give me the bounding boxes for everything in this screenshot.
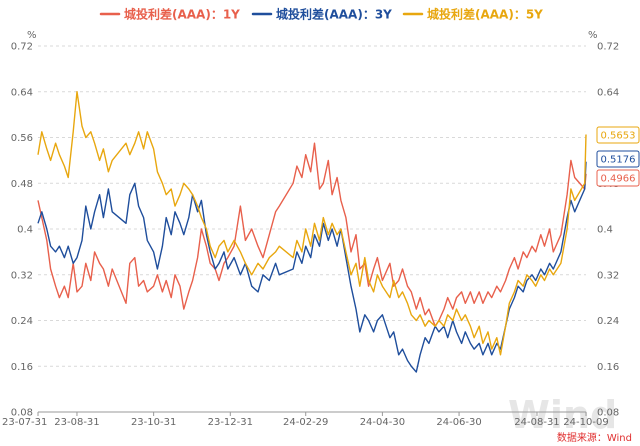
x-tick-label: 24-06-30 xyxy=(436,417,481,428)
y-tick-label-right: 0.08 xyxy=(597,408,619,419)
y-tick-label-left: 0.64 xyxy=(11,87,33,98)
legend-label-3: 城投利差(AAA)：5Y xyxy=(427,7,543,22)
series-line-2 xyxy=(37,161,587,373)
y-tick-label-left: 0.56 xyxy=(11,133,33,144)
series-line-1 xyxy=(37,142,587,327)
x-tick-label: 23-08-31 xyxy=(54,417,99,428)
y-tick-label-right: 0.24 xyxy=(597,316,619,327)
end-label-box-2 xyxy=(596,150,640,168)
end-label-text-1: 0.4966 xyxy=(601,174,636,185)
series-lines xyxy=(37,90,587,373)
x-tick-label: 23-12-31 xyxy=(208,417,253,428)
legend-label-2: 城投利差(AAA)：3Y xyxy=(276,7,392,22)
wind-watermark-text: Wind xyxy=(508,393,617,437)
y-tick-label-left: 0.32 xyxy=(11,270,33,281)
grid xyxy=(38,45,586,367)
y-tick-label-right: 0.64 xyxy=(597,87,619,98)
y-tick-label-left: 0.72 xyxy=(11,42,33,53)
legend: 城投利差(AAA)：1Y 城投利差(AAA)：3Y 城投利差(AAA)：5Y xyxy=(99,7,543,22)
end-label-text-3: 0.5653 xyxy=(601,131,636,142)
y-tick-label-left: 0.24 xyxy=(11,316,33,327)
x-tick-label: 24-04-30 xyxy=(360,417,405,428)
end-label-box-1 xyxy=(596,169,640,187)
x-tick-label: 24-08-31 xyxy=(514,417,559,428)
y-tick-label-right: 0.72 xyxy=(597,42,619,53)
right-axis-unit: % xyxy=(588,30,598,41)
end-label-box-3 xyxy=(596,126,640,144)
legend-label-1: 城投利差(AAA)：1Y xyxy=(124,7,240,22)
y-tick-label-right: 0.4 xyxy=(597,225,613,236)
y-tick-label-left: 0.4 xyxy=(17,225,33,236)
source-note: 数据来源：Wind xyxy=(557,431,632,444)
y-tick-label-right: 0.32 xyxy=(597,270,619,281)
wind-watermark: Wind xyxy=(508,393,617,437)
end-label-text-2: 0.5176 xyxy=(601,155,636,166)
end-value-labels: 0.4966 0.5176 0.5653 xyxy=(596,126,640,187)
y-tick-label-right: 0.16 xyxy=(597,362,619,373)
series-line-3 xyxy=(37,90,587,356)
y-tick-label-left: 0.48 xyxy=(11,179,33,190)
x-tick-label: 24-10-09 xyxy=(563,417,608,428)
y-tick-label-left: 0.16 xyxy=(11,362,33,373)
x-tick-label: 23-10-31 xyxy=(131,417,176,428)
x-tick-label: 24-02-29 xyxy=(283,417,328,428)
y-tick-label-left: 0.08 xyxy=(11,408,33,419)
x-tick-label: 23-07-31 xyxy=(2,417,47,428)
left-axis-unit: % xyxy=(27,30,37,41)
